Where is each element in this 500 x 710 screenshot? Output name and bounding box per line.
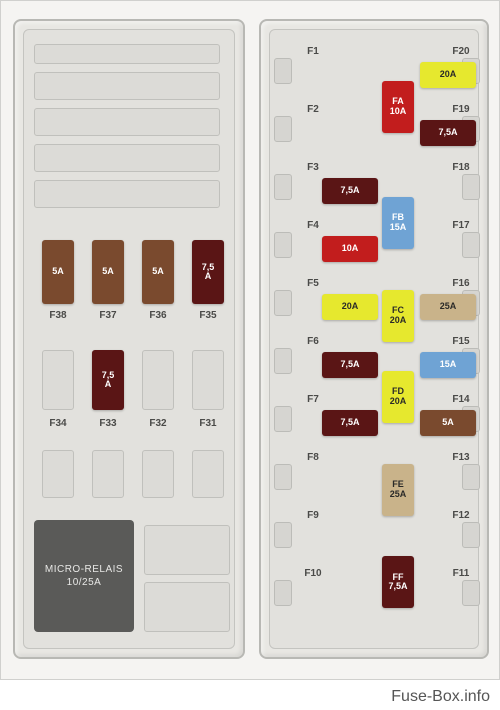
fuse-cr-row1: 20A bbox=[420, 62, 476, 88]
slot-label-F6: F6 bbox=[300, 336, 326, 347]
right-side-clip-r3-l bbox=[274, 174, 292, 200]
slot-label-F17: F17 bbox=[448, 220, 474, 231]
left-top-clip-5 bbox=[34, 180, 220, 208]
slot-label-F12: F12 bbox=[448, 510, 474, 521]
right-side-clip-r8-r bbox=[462, 464, 480, 490]
slot-label-F13: F13 bbox=[448, 452, 474, 463]
micro-relay: MICRO-RELAIS 10/25A bbox=[34, 520, 134, 632]
fuse-F37: 5A bbox=[92, 240, 124, 304]
left-row2-below-clip-1 bbox=[92, 450, 124, 498]
slot-label-F35: F35 bbox=[195, 310, 221, 321]
fuse-cl-row4: 10A bbox=[322, 236, 378, 262]
right-side-clip-r9-l bbox=[274, 522, 292, 548]
slot-label-F33: F33 bbox=[95, 418, 121, 429]
fuse-cl-row6: 7,5A bbox=[322, 352, 378, 378]
right-side-clip-r10-r bbox=[462, 580, 480, 606]
right-side-clip-r8-l bbox=[274, 464, 292, 490]
right-side-clip-r7-l bbox=[274, 406, 292, 432]
micro-relay-value: 10/25A bbox=[67, 576, 102, 589]
left-row2-below-clip-2 bbox=[142, 450, 174, 498]
slot-label-F37: F37 bbox=[95, 310, 121, 321]
right-panel: F1 F2 F3 F4 F5 F6 F7 F8 F9 F10 F20 F19 F18 F17 F16 F15 F… bbox=[259, 19, 489, 659]
slot-label-F8: F8 bbox=[300, 452, 326, 463]
slot-label-F18: F18 bbox=[448, 162, 474, 173]
right-side-clip-r4-l bbox=[274, 232, 292, 258]
left-panel-inner: 5A F38 5A F37 5A F36 7,5 A F35 F34 F33 F32 F31 7,5 … bbox=[23, 29, 235, 649]
slot-label-F4: F4 bbox=[300, 220, 326, 231]
slot-label-F9: F9 bbox=[300, 510, 326, 521]
slot-label-F7: F7 bbox=[300, 394, 326, 405]
left-top-clip-2 bbox=[34, 72, 220, 100]
right-side-clip-r5-l bbox=[274, 290, 292, 316]
right-side-clip-r6-l bbox=[274, 348, 292, 374]
left-panel: 5A F38 5A F37 5A F36 7,5 A F35 F34 F33 F32 F31 7,5 … bbox=[13, 19, 245, 659]
slot-label-F2: F2 bbox=[300, 104, 326, 115]
fuse-cl-row7: 7,5A bbox=[322, 410, 378, 436]
fuse-F35: 7,5 A bbox=[192, 240, 224, 304]
micro-relay-title: MICRO-RELAIS bbox=[45, 563, 123, 576]
watermark-text: Fuse-Box.info bbox=[391, 688, 490, 706]
left-row2-below-clip-3 bbox=[192, 450, 224, 498]
right-side-clip-r1-l bbox=[274, 58, 292, 84]
right-side-clip-r4-r bbox=[462, 232, 480, 258]
slot-label-F1: F1 bbox=[300, 46, 326, 57]
left-top-clip-4 bbox=[34, 144, 220, 172]
slot-label-F15: F15 bbox=[448, 336, 474, 347]
fuse-mid-FA: FA 10A bbox=[382, 81, 414, 133]
slot-label-F20: F20 bbox=[448, 46, 474, 57]
fuse-mid-FD: FD 20A bbox=[382, 371, 414, 423]
right-side-clip-r9-r bbox=[462, 522, 480, 548]
right-side-clip-r3-r bbox=[462, 174, 480, 200]
socket-F32 bbox=[142, 350, 174, 410]
fuse-cr-row2: 7,5A bbox=[420, 120, 476, 146]
fuse-cr-row6: 15A bbox=[420, 352, 476, 378]
fuse-mid-FF: FF 7,5A bbox=[382, 556, 414, 608]
fuse-cl-row3: 7,5A bbox=[322, 178, 378, 204]
slot-label-F14: F14 bbox=[448, 394, 474, 405]
slot-label-F5: F5 bbox=[300, 278, 326, 289]
left-top-clip-3 bbox=[34, 108, 220, 136]
slot-label-F34: F34 bbox=[45, 418, 71, 429]
slot-label-F32: F32 bbox=[145, 418, 171, 429]
fuse-cl-row5: 20A bbox=[322, 294, 378, 320]
right-side-clip-r2-l bbox=[274, 116, 292, 142]
slot-label-F10: F10 bbox=[300, 568, 326, 579]
left-lower-clip-1 bbox=[144, 525, 230, 575]
fuse-F33: 7,5 A bbox=[92, 350, 124, 410]
fuse-cr-row5: 25A bbox=[420, 294, 476, 320]
slot-label-F36: F36 bbox=[145, 310, 171, 321]
fuse-box-diagram: 5A F38 5A F37 5A F36 7,5 A F35 F34 F33 F32 F31 7,5 … bbox=[0, 0, 500, 680]
slot-label-F3: F3 bbox=[300, 162, 326, 173]
left-lower-clip-2 bbox=[144, 582, 230, 632]
fuse-mid-FC: FC 20A bbox=[382, 290, 414, 342]
slot-label-F31: F31 bbox=[195, 418, 221, 429]
right-panel-inner: F1 F2 F3 F4 F5 F6 F7 F8 F9 F10 F20 F19 F18 F17 F16 F15 F… bbox=[269, 29, 479, 649]
right-side-clip-r10-l bbox=[274, 580, 292, 606]
slot-label-F16: F16 bbox=[448, 278, 474, 289]
socket-F34 bbox=[42, 350, 74, 410]
left-top-clip-1 bbox=[34, 44, 220, 64]
fuse-mid-FE: FE 25A bbox=[382, 464, 414, 516]
slot-label-F38: F38 bbox=[45, 310, 71, 321]
fuse-cr-row7: 5A bbox=[420, 410, 476, 436]
slot-label-F11: F11 bbox=[448, 568, 474, 579]
slot-label-F19: F19 bbox=[448, 104, 474, 115]
socket-F31 bbox=[192, 350, 224, 410]
fuse-F36: 5A bbox=[142, 240, 174, 304]
fuse-mid-FB: FB 15A bbox=[382, 197, 414, 249]
fuse-F38: 5A bbox=[42, 240, 74, 304]
left-row2-below-clip-0 bbox=[42, 450, 74, 498]
